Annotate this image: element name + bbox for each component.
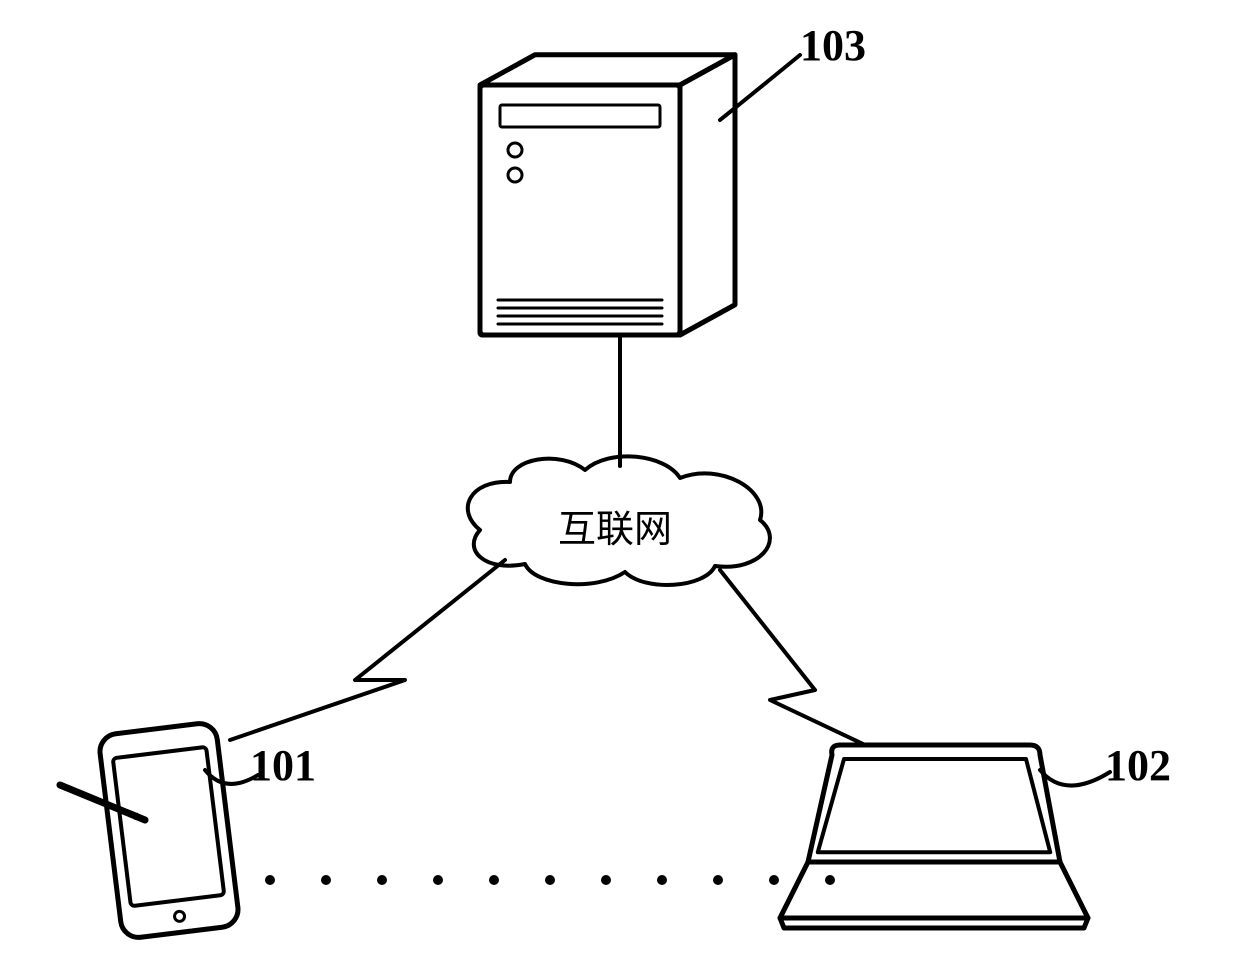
cloud-label: 互联网 xyxy=(558,498,672,553)
server-label: 103 xyxy=(800,20,866,71)
phone-label: 101 xyxy=(250,740,316,791)
diagram-svg xyxy=(0,0,1240,955)
laptop-label: 102 xyxy=(1105,740,1171,791)
diagram-canvas: 103 互联网 101 102 xyxy=(0,0,1240,955)
